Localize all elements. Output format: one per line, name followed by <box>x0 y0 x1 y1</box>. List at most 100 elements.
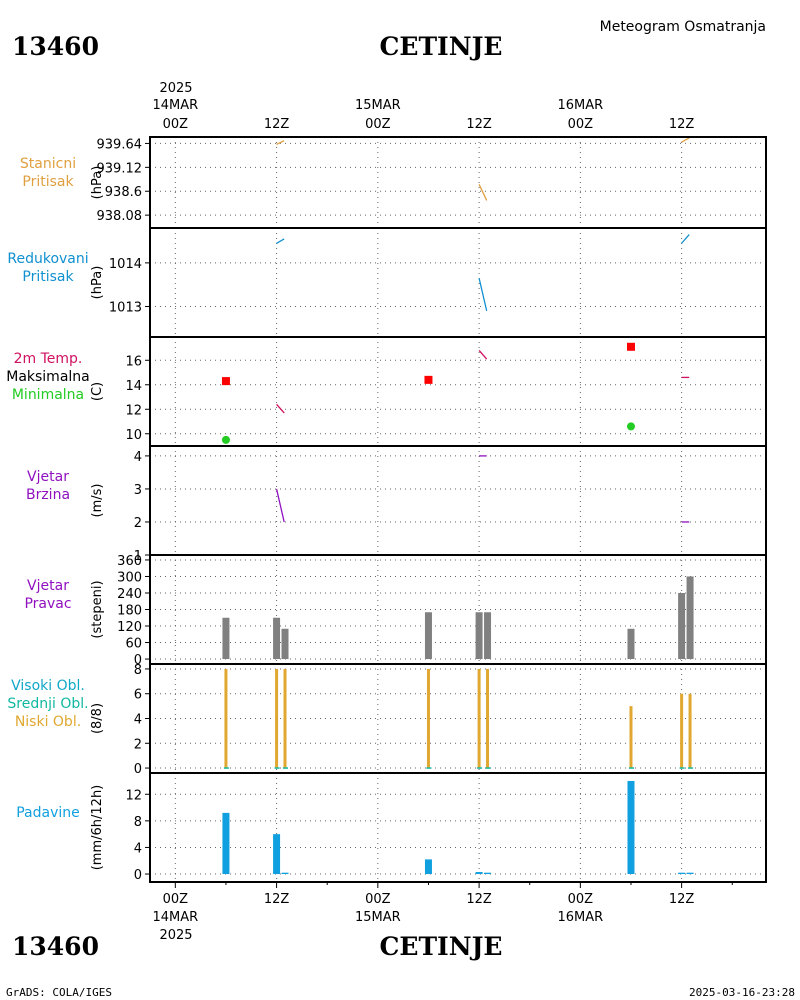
panel-label: Srednji Obl. <box>7 696 88 712</box>
panel-frame <box>149 663 767 774</box>
y-tick-label: 1013 <box>109 300 142 315</box>
panel-label: Stanicni <box>20 156 76 172</box>
footer-credit: GrADS: COLA/IGES <box>6 986 112 999</box>
bar <box>475 612 483 660</box>
panel-label: Pritisak <box>22 174 74 190</box>
bar <box>273 617 281 660</box>
bar <box>275 668 279 769</box>
y-tick-label: 0 <box>134 653 142 668</box>
y-tick-label: 0 <box>134 762 142 777</box>
y-axis-label: (stepeni) <box>90 580 105 638</box>
series-segment <box>478 277 488 311</box>
bar <box>678 592 686 660</box>
bar <box>486 668 490 769</box>
time-hour-label-bottom: 12Z <box>669 892 695 907</box>
y-tick-label: 360 <box>117 554 142 569</box>
series-segment <box>276 140 285 145</box>
station-name-bottom: CETINJE <box>380 932 503 961</box>
panel-frame <box>149 227 767 338</box>
panel-frame <box>149 136 767 229</box>
year-label-top: 2025 <box>159 81 192 96</box>
y-tick-label: 8 <box>134 815 142 830</box>
panel-label: Pritisak <box>22 269 74 285</box>
y-tick-label: 2 <box>134 737 142 752</box>
y-axis-label: (hPa) <box>90 166 105 200</box>
panel-label: Maksimalna <box>6 369 90 385</box>
max-temp-point <box>424 375 433 384</box>
series-segment <box>681 234 690 244</box>
y-tick-label: 16 <box>125 354 142 369</box>
y-axis-label: (m/s) <box>90 484 105 518</box>
bar <box>484 612 492 660</box>
bar <box>629 706 633 769</box>
y-tick-label: 1 <box>134 549 142 564</box>
time-hour-label-bottom: 00Z <box>163 892 189 907</box>
y-tick-label: 939.12 <box>97 161 143 176</box>
time-hour-label-top: 00Z <box>163 117 189 132</box>
time-hour-label-top: 00Z <box>365 117 391 132</box>
series-segment <box>681 137 690 143</box>
time-hour-label-bottom: 12Z <box>264 892 290 907</box>
bar <box>424 859 432 875</box>
y-tick-label: 8 <box>134 663 142 678</box>
bar <box>222 812 230 875</box>
y-tick-label: 939.64 <box>97 137 143 152</box>
y-tick-label: 1014 <box>109 257 142 272</box>
time-hour-label-top: 12Z <box>466 117 492 132</box>
time-hour-label-top: 00Z <box>568 117 594 132</box>
panel-label: Visoki Obl. <box>11 678 85 694</box>
bar <box>680 693 684 769</box>
time-date-label-top: 14MAR <box>152 98 198 113</box>
min-temp-point <box>626 422 635 431</box>
y-tick-label: 3 <box>134 483 142 498</box>
bar <box>281 628 289 660</box>
y-axis-label: (hPa) <box>90 266 105 300</box>
y-tick-label: 0 <box>134 868 142 883</box>
y-tick-label: 10 <box>125 428 142 443</box>
panel-label: Padavine <box>16 805 80 821</box>
station-id-top: 13460 <box>12 32 99 61</box>
bar <box>477 668 481 769</box>
time-date-label-bottom: 14MAR <box>152 910 198 925</box>
bar <box>426 668 430 769</box>
max-temp-point <box>221 377 230 386</box>
y-tick-label: 14 <box>125 379 142 394</box>
max-temp-point <box>626 342 635 351</box>
min-temp-point <box>221 435 230 444</box>
y-tick-label: 240 <box>117 587 142 602</box>
bar <box>484 872 492 875</box>
bar <box>424 612 432 660</box>
y-tick-label: 300 <box>117 570 142 585</box>
bar <box>686 872 694 875</box>
series-segment <box>275 488 285 523</box>
footer-timestamp: 2025-03-16-23:28 <box>689 986 795 999</box>
station-name-top: CETINJE <box>380 32 503 61</box>
bar <box>224 668 228 769</box>
panel-frame <box>149 772 767 883</box>
series-segment <box>478 184 488 201</box>
bar <box>686 576 694 660</box>
plot-area: 14MAR00Z00Z14MAR12Z12Z15MAR00Z00Z15MAR12… <box>6 98 767 925</box>
panel-label: Redukovani <box>7 251 88 267</box>
bar <box>688 693 692 769</box>
time-hour-label-bottom: 00Z <box>568 892 594 907</box>
y-tick-label: 6 <box>134 688 142 703</box>
y-tick-label: 60 <box>125 637 142 652</box>
time-date-label-bottom: 15MAR <box>355 910 401 925</box>
series-segment <box>276 403 285 414</box>
series-segment <box>478 350 488 360</box>
time-hour-label-bottom: 12Z <box>466 892 492 907</box>
bar <box>283 668 287 769</box>
y-axis-label: (C) <box>90 382 105 401</box>
y-tick-label: 12 <box>125 788 142 803</box>
panel-label: Minimalna <box>12 387 84 403</box>
y-tick-label: 4 <box>134 713 142 728</box>
y-tick-label: 4 <box>134 450 142 465</box>
panel-label: Vjetar <box>27 469 69 485</box>
bar <box>222 617 230 660</box>
bar <box>627 628 635 660</box>
panel-frame <box>149 336 767 447</box>
y-tick-label: 180 <box>117 604 142 619</box>
time-hour-label-top: 12Z <box>669 117 695 132</box>
